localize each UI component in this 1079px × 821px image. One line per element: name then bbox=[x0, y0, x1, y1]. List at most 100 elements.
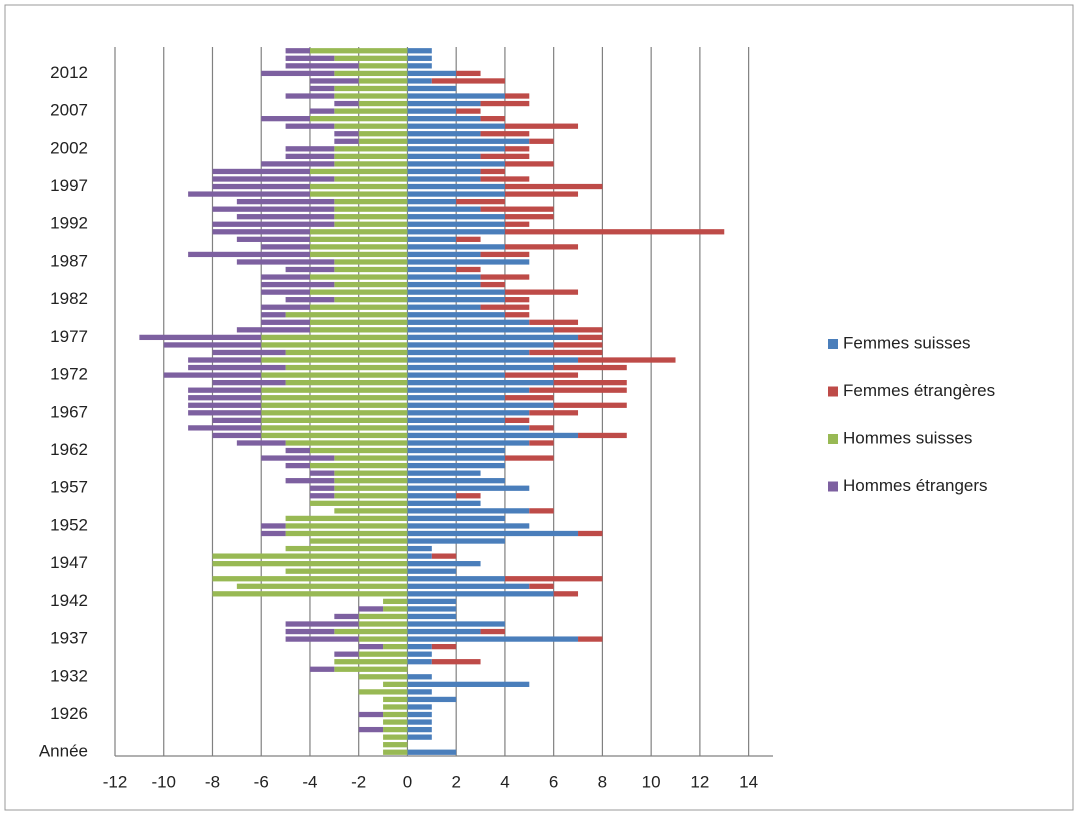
bar bbox=[261, 455, 335, 461]
bar bbox=[309, 85, 335, 92]
legend-swatch bbox=[828, 434, 838, 444]
bar bbox=[480, 131, 530, 137]
bar bbox=[504, 221, 530, 227]
bar bbox=[334, 485, 408, 491]
bar bbox=[334, 100, 359, 107]
bar bbox=[407, 598, 457, 605]
bar bbox=[212, 229, 310, 235]
bar bbox=[285, 628, 335, 635]
bar bbox=[407, 545, 432, 552]
bar bbox=[407, 183, 505, 190]
bar bbox=[334, 478, 408, 484]
bar bbox=[431, 659, 481, 665]
bar bbox=[285, 440, 408, 446]
bar bbox=[212, 553, 408, 559]
bar bbox=[358, 651, 408, 657]
y-tick-label: 2012 bbox=[50, 63, 88, 82]
bar bbox=[261, 342, 408, 348]
bar bbox=[504, 372, 579, 378]
bar bbox=[504, 395, 554, 401]
bar bbox=[407, 508, 530, 514]
bar bbox=[358, 78, 408, 84]
y-tick-label: 1997 bbox=[50, 176, 88, 195]
bar bbox=[407, 221, 505, 227]
bar bbox=[334, 297, 408, 303]
bar bbox=[407, 621, 505, 627]
y-tick-label: 1987 bbox=[50, 251, 88, 270]
bar bbox=[504, 312, 530, 318]
bar bbox=[407, 85, 457, 92]
bar bbox=[309, 116, 408, 122]
bar bbox=[261, 432, 408, 439]
bar bbox=[309, 447, 408, 454]
bar bbox=[407, 364, 554, 371]
x-tick-label: 2 bbox=[451, 772, 460, 791]
bar bbox=[504, 576, 603, 582]
x-tick-label: -10 bbox=[151, 772, 176, 791]
bar bbox=[407, 297, 505, 303]
bar bbox=[407, 153, 481, 160]
y-tick-label: 1942 bbox=[50, 591, 88, 610]
bar bbox=[236, 583, 408, 589]
bar bbox=[309, 78, 359, 84]
bar bbox=[236, 236, 310, 242]
bar bbox=[480, 176, 530, 182]
y-tick-label: 2002 bbox=[50, 138, 88, 157]
bar bbox=[309, 183, 408, 190]
bar bbox=[212, 432, 262, 439]
bar bbox=[261, 312, 286, 318]
x-tick-label: 14 bbox=[739, 772, 758, 791]
bar bbox=[309, 500, 408, 506]
bar bbox=[188, 395, 262, 401]
bar bbox=[407, 425, 530, 431]
bar bbox=[261, 395, 408, 401]
bar bbox=[407, 93, 505, 99]
bar bbox=[407, 432, 579, 439]
bar bbox=[407, 48, 432, 54]
bar bbox=[407, 643, 432, 650]
bar bbox=[407, 161, 505, 167]
x-tick-label: 4 bbox=[500, 772, 509, 791]
y-tick-label: 1982 bbox=[50, 289, 88, 308]
x-tick-label: 12 bbox=[690, 772, 709, 791]
bar bbox=[407, 289, 505, 295]
legend-label: Femmes étrangères bbox=[843, 381, 995, 400]
bar bbox=[285, 523, 408, 529]
bar bbox=[334, 85, 408, 92]
bar bbox=[358, 131, 408, 137]
bar bbox=[529, 583, 554, 589]
bar bbox=[407, 236, 457, 242]
bar bbox=[261, 161, 335, 167]
x-tick-label: 6 bbox=[549, 772, 558, 791]
bar bbox=[504, 191, 579, 197]
bar bbox=[456, 236, 481, 242]
bar bbox=[334, 138, 359, 144]
bar bbox=[407, 591, 554, 597]
bar bbox=[285, 146, 335, 152]
bar bbox=[334, 666, 408, 672]
y-tick-label: 1977 bbox=[50, 327, 88, 346]
bar bbox=[407, 191, 505, 197]
bar bbox=[407, 357, 579, 363]
bar bbox=[261, 274, 310, 280]
bar bbox=[456, 493, 481, 499]
bar bbox=[553, 402, 627, 408]
bar bbox=[407, 719, 432, 725]
bar bbox=[334, 161, 408, 167]
bar bbox=[504, 93, 530, 99]
bar bbox=[261, 244, 310, 250]
bar bbox=[407, 674, 432, 680]
bar bbox=[309, 289, 408, 295]
bar bbox=[529, 508, 554, 514]
bar bbox=[261, 410, 408, 416]
bar bbox=[407, 55, 432, 61]
bar bbox=[407, 613, 457, 620]
bar bbox=[407, 681, 530, 687]
legend-label: Hommes étrangers bbox=[843, 476, 988, 495]
bar bbox=[383, 643, 408, 650]
bar bbox=[334, 93, 408, 99]
bar bbox=[285, 312, 408, 318]
bar bbox=[504, 297, 530, 303]
bar bbox=[212, 561, 408, 567]
bar bbox=[261, 319, 310, 325]
